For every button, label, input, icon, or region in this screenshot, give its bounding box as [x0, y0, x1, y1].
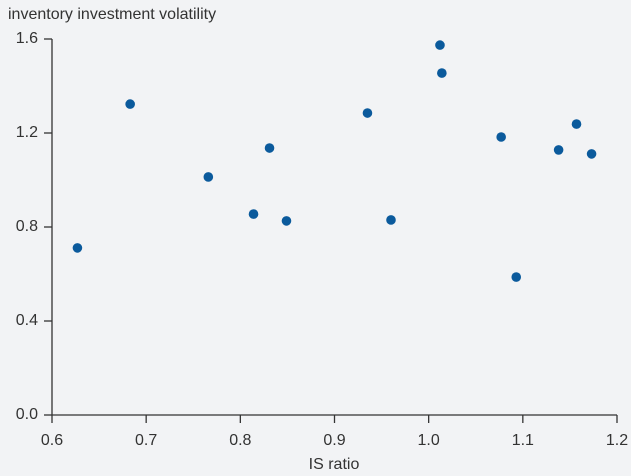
- x-tick-label: 0.6: [41, 432, 63, 449]
- x-axis-title: IS ratio: [309, 456, 360, 473]
- point: [571, 119, 582, 129]
- x-tick-label: 0.7: [135, 432, 157, 449]
- x-tick-label: 1.0: [418, 432, 440, 449]
- point: [281, 216, 292, 226]
- point: [553, 145, 564, 155]
- y-axis-title: inventory investment volatility: [8, 6, 216, 23]
- point: [248, 209, 259, 219]
- y-tick-label: 1.6: [16, 30, 38, 47]
- point: [437, 68, 447, 78]
- y-tick-label: 0.4: [16, 312, 38, 329]
- x-tick-label: 1.1: [512, 432, 534, 449]
- point: [435, 40, 445, 50]
- point: [203, 172, 214, 182]
- x-tick-label: 0.8: [229, 432, 251, 449]
- x-tick-label: 1.2: [606, 432, 628, 449]
- point: [586, 149, 597, 159]
- y-tick-label: 0.0: [16, 406, 38, 423]
- point: [125, 99, 135, 109]
- point: [511, 272, 522, 282]
- x-tick-label: 0.9: [323, 432, 345, 449]
- y-tick-label: 1.2: [16, 124, 38, 141]
- point: [362, 108, 373, 118]
- point: [496, 132, 506, 142]
- point: [386, 215, 396, 225]
- point: [264, 143, 275, 153]
- point: [72, 243, 83, 253]
- y-tick-label: 0.8: [16, 218, 38, 235]
